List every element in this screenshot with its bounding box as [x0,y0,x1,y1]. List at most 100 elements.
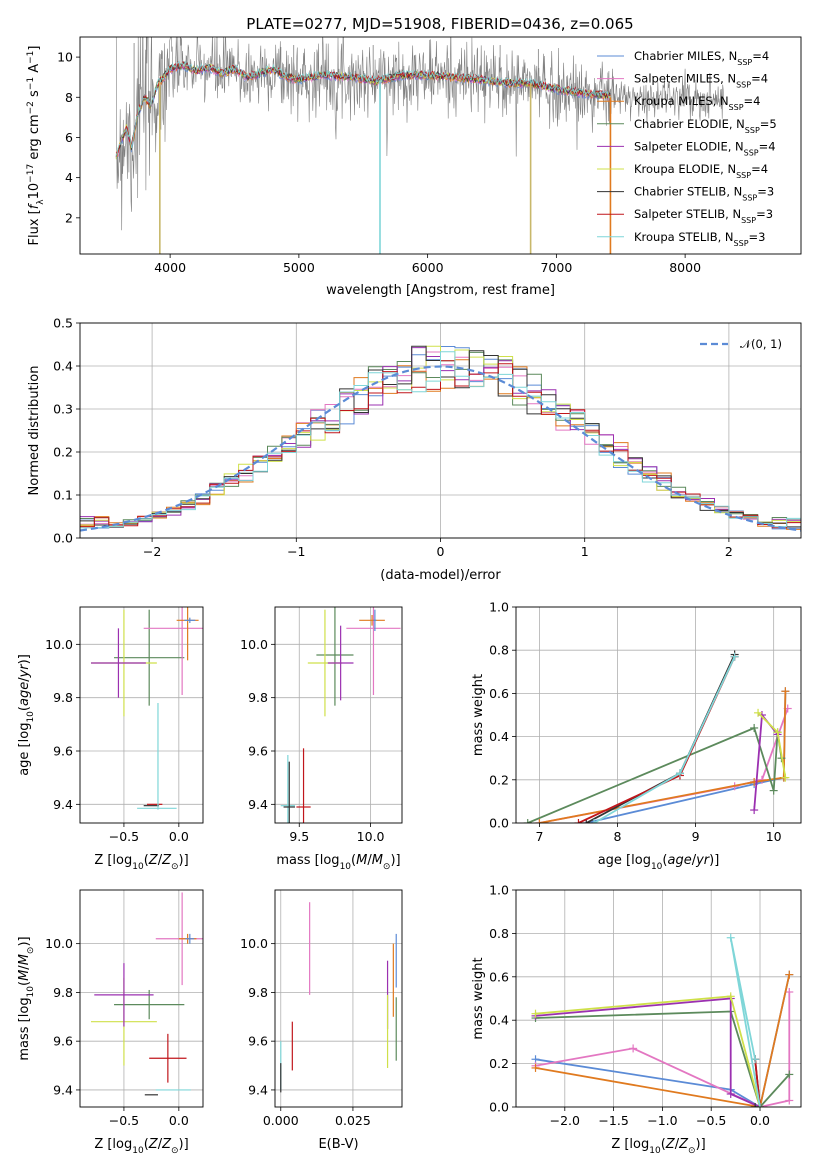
y-axis-label: mass weight [471,674,486,756]
plot-area [280,607,401,823]
legend-label: Salpeter STELIB, NSSP=3 [634,207,773,225]
x-tick-label: 8 [614,829,622,844]
y-tick-label: 0.4 [489,729,509,744]
y-tick-label: 9.6 [248,744,268,759]
y-tick-label: 9.6 [53,1034,73,1049]
panel-residuals: −2 −1 0 1 2 0.0 0.1 0.2 0.3 0.4 0.5 𝒩(0, 1) (data-mo… [27,316,802,583]
y-tick-label: 10.0 [45,936,73,951]
y-tick-label: 0.4 [53,359,73,374]
axes-frame [515,606,802,824]
panel-Z-age: −0.5 0.0 9.4 9.6 9.8 10.0 Z [log10(Z/Z⊙)] age [… [17,606,204,872]
panel-EBV-mass: 0.000 0.025 9.4 9.6 9.8 10.0 E(B-V) [240,889,403,1152]
y-tick-label: 1.0 [489,600,509,615]
y-tick-label: 0.8 [489,643,509,658]
y-tick-label: 1.0 [489,883,509,898]
axes-frame [79,36,802,255]
x-tick-label: 2 [725,544,733,559]
y-tick-label: 9.4 [248,797,268,812]
legend-label: Chabrier ELODIE, NSSP=5 [634,117,777,135]
x-axis-label: Z [log10(Z/Z⊙)] [94,1137,188,1156]
legend-label: Kroupa ELODIE, NSSP=4 [634,162,768,180]
plot-area [523,650,792,823]
legend-label: 𝒩(0, 1) [740,337,782,351]
y-tick-label: 0.2 [489,772,509,787]
y-tick-label: 10 [57,50,73,65]
x-tick-label: −0.5 [696,1113,726,1128]
x-axis-label: Z [log10(Z/Z⊙)] [611,1137,705,1156]
model-spectrum-line [115,60,611,156]
x-tick-label: 10.0 [357,829,385,844]
x-tick-label: 8000 [669,260,701,275]
y-tick-label: 9.4 [53,797,73,812]
y-tick-label: 10.0 [240,936,268,951]
y-tick-label: 0.0 [489,1100,509,1115]
y-tick-label: 10.0 [240,637,268,652]
x-tick-label: −0.5 [109,1113,139,1128]
panel-age-mass-weight: 7 8 9 10 0.0 0.2 0.4 0.6 0.8 1.0 age [log10(age/yr… [471,600,802,872]
y-axis-label: Normed distribution [27,366,42,496]
x-tick-label: 7000 [540,260,572,275]
panel-Z-mass-weight: −2.0 −1.5 −1.0 −0.5 0.0 0.0 0.2 0.4 0.6 0.8 1.0 Z [… [471,883,802,1156]
y-axis-label: mass [log10(M/M⊙)] [17,936,36,1060]
x-tick-label: 4000 [154,260,186,275]
plot-area [115,37,725,254]
x-tick-label: −1 [287,544,305,559]
x-axis-label: (data-model)/error [380,568,501,583]
y-tick-label: 2 [65,210,73,225]
x-tick-label: 9.5 [289,829,309,844]
x-tick-label: 5000 [283,260,315,275]
mass-weight-line [535,974,791,1107]
plot-area [80,345,801,532]
x-tick-label: 0.0 [750,1113,770,1128]
legend-label: Kroupa STELIB, NSSP=3 [634,230,765,248]
y-tick-label: 9.4 [248,1082,268,1097]
x-tick-label: −2.0 [550,1113,580,1128]
mass-weight-line [539,691,787,823]
y-tick-label: 0.8 [489,926,509,941]
y-tick-label: 9.8 [248,985,268,1000]
mass-weight-line [535,992,791,1107]
axes-frame [79,322,802,539]
y-tick-label: 9.8 [248,690,268,705]
x-axis-label: Z [log10(Z/Z⊙)] [94,853,188,872]
y-axis-label: age [log10(age/yr)] [17,654,36,776]
x-tick-label: 7 [535,829,543,844]
y-tick-label: 0.1 [53,488,73,503]
x-tick-label: 0.0 [169,1113,189,1128]
y-tick-label: 9.6 [248,1034,268,1049]
spectrum-legend: Chabrier MILES, NSSP=4 Salpeter MILES, NS… [597,49,777,247]
mass-weight-line [535,1010,790,1107]
panel-spectrum: 4000 5000 6000 7000 8000 2 4 6 8 10 Chabrier MILES… [26,36,802,298]
y-tick-label: 0.2 [489,1056,509,1071]
x-tick-label: 0.0 [169,829,189,844]
x-tick-label: 6000 [412,260,444,275]
legend-label: Salpeter MILES, NSSP=4 [634,72,768,90]
plot-area [90,607,203,810]
panel-mass-age: 9.5 10.0 9.4 9.6 9.8 10.0 mass [log10(M/M⊙)] [240,606,403,872]
x-axis-label: E(B-V) [318,1137,358,1152]
mass-weight-line [535,997,761,1107]
y-tick-label: 0.6 [489,686,509,701]
x-tick-label: 9 [692,829,700,844]
x-tick-label: −0.5 [109,829,139,844]
y-tick-label: 6 [65,130,73,145]
y-tick-label: 0.5 [53,316,73,331]
y-axis-label: mass weight [471,957,486,1039]
x-axis-label: mass [log10(M/M⊙)] [276,853,400,872]
x-tick-label: −1.5 [598,1113,628,1128]
y-axis-label: Flux [fλ10−17 erg cm−2 s−1 A−1] [26,46,46,246]
legend-label: Chabrier STELIB, NSSP=3 [634,185,774,203]
x-tick-label: 0.000 [263,1113,299,1128]
plot-area [531,933,794,1107]
y-tick-label: 0.4 [489,1013,509,1028]
axes-frame [79,889,204,1108]
y-tick-label: 4 [65,170,73,185]
y-tick-label: 0.3 [53,402,73,417]
x-tick-label: −1.0 [647,1113,677,1128]
y-tick-label: 9.8 [53,985,73,1000]
y-tick-label: 9.4 [53,1082,73,1097]
y-tick-label: 0.2 [53,445,73,460]
panel-Z-mass: −0.5 0.0 9.4 9.6 9.8 10.0 Z [log10(Z/Z⊙)] mass … [17,889,204,1156]
x-axis-label: age [log10(age/yr)] [598,853,720,872]
